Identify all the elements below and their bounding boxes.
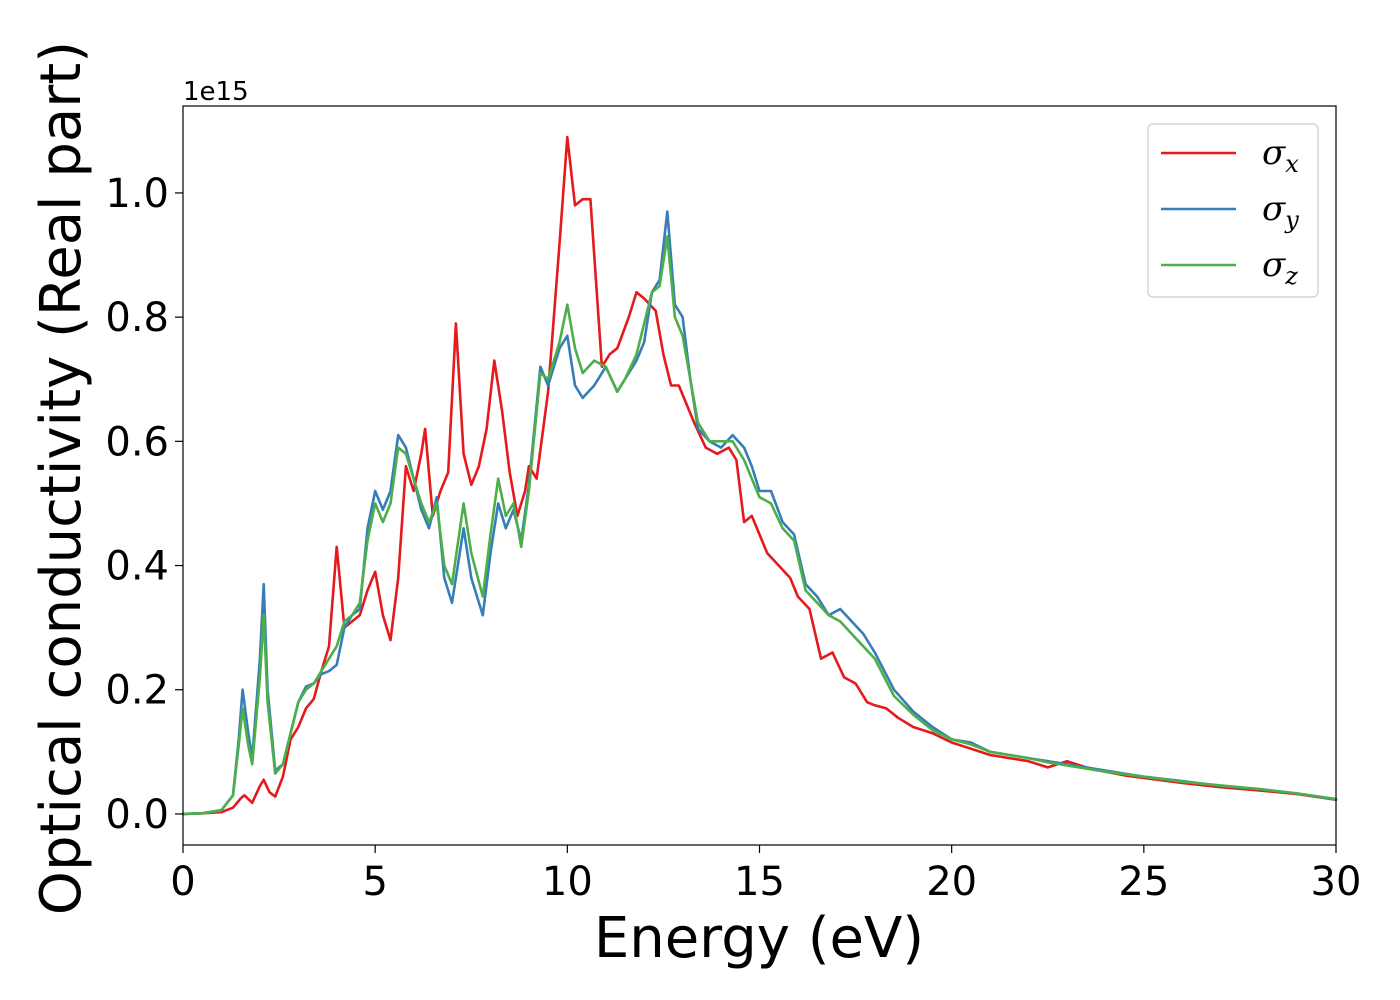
y-axis-offset-label: 1e15 (183, 77, 249, 107)
y-axis-ticks: 0.0 0.2 0.4 0.6 0.8 1.0 (105, 171, 183, 838)
x-tick-label: 10 (542, 859, 593, 905)
y-tick-label: 0.2 (105, 668, 169, 714)
x-tick-label: 0 (170, 859, 195, 905)
series-layer (181, 135, 1338, 816)
y-tick-label: 0.0 (105, 792, 169, 838)
x-tick-label: 20 (926, 859, 977, 905)
series-line-sigma-z (181, 235, 1338, 816)
x-tick-label: 25 (1118, 859, 1169, 905)
y-tick-label: 1.0 (105, 171, 169, 217)
legend-box (1147, 123, 1319, 298)
x-tick-label: 30 (1311, 859, 1362, 905)
x-axis-label: Energy (eV) (594, 906, 924, 971)
x-tick-label: 15 (734, 859, 785, 905)
series-line-sigma-x (181, 135, 1338, 816)
x-axis-ticks: 0 5 10 15 20 25 30 (170, 845, 1361, 905)
y-tick-label: 0.4 (105, 544, 169, 590)
x-tick-label: 5 (362, 859, 387, 905)
y-tick-label: 0.8 (105, 295, 169, 341)
y-tick-label: 0.6 (105, 419, 169, 465)
y-axis-label: Optical conductivity (Real part) (29, 41, 94, 915)
